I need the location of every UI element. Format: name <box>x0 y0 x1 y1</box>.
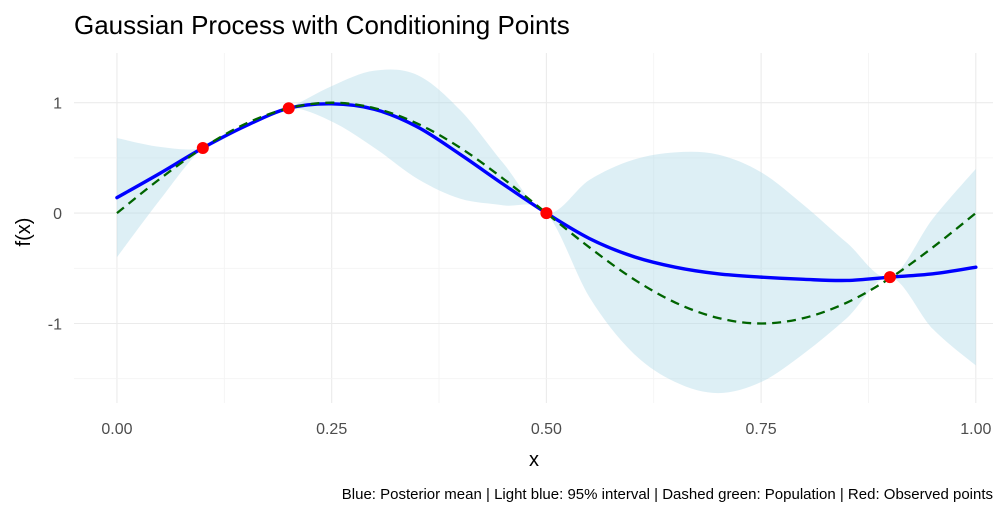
y-axis-title: f(x) <box>13 218 35 247</box>
y-tick-label: -1 <box>48 317 62 334</box>
observed-points-layer <box>196 102 896 284</box>
observed-point <box>282 102 295 115</box>
chart-caption: Blue: Posterior mean | Light blue: 95% i… <box>342 486 993 503</box>
population-line <box>116 101 977 325</box>
confidence-band <box>116 69 976 394</box>
x-axis-title: x <box>529 449 539 471</box>
y-tick-label: 0 <box>53 206 62 223</box>
observed-point <box>540 207 553 220</box>
x-tick-label: 0.00 <box>101 421 132 438</box>
grid-lines <box>74 53 993 403</box>
observed-point <box>196 141 209 154</box>
y-tick-labels: -1 0 1 <box>48 96 62 334</box>
observed-point <box>883 271 896 284</box>
x-tick-label: 0.50 <box>531 421 562 438</box>
x-tick-label: 0.25 <box>316 421 347 438</box>
chart-title: Gaussian Process with Conditioning Point… <box>74 10 570 40</box>
confidence-band-layer <box>116 69 976 394</box>
x-tick-label: 0.75 <box>746 421 777 438</box>
x-tick-label: 1.00 <box>960 421 991 438</box>
y-tick-label: 1 <box>53 96 62 113</box>
x-tick-labels: 0.00 0.25 0.50 0.75 1.00 <box>101 421 991 438</box>
